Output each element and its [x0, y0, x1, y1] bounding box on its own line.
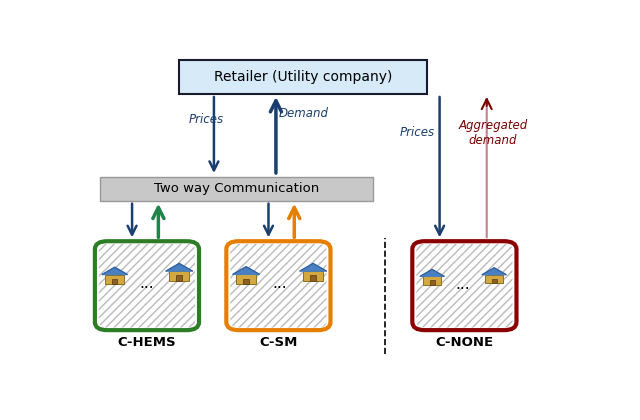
FancyBboxPatch shape — [95, 241, 199, 330]
Bar — [492, 279, 497, 284]
Bar — [177, 276, 182, 281]
Text: Retailer (Utility company): Retailer (Utility company) — [214, 70, 392, 84]
FancyBboxPatch shape — [100, 176, 372, 201]
Text: Two way Communication: Two way Communication — [154, 182, 319, 195]
Text: ...: ... — [273, 276, 287, 291]
Text: C-NONE: C-NONE — [435, 336, 493, 349]
Polygon shape — [233, 267, 259, 274]
Polygon shape — [300, 263, 326, 271]
Polygon shape — [102, 267, 127, 275]
Polygon shape — [420, 269, 444, 276]
Bar — [429, 280, 435, 285]
Text: Aggregated
demand: Aggregated demand — [458, 119, 528, 147]
FancyBboxPatch shape — [412, 241, 516, 330]
FancyBboxPatch shape — [179, 60, 428, 94]
Text: Prices: Prices — [400, 126, 435, 139]
Text: ...: ... — [140, 276, 154, 291]
Bar — [236, 274, 256, 284]
Text: Prices: Prices — [189, 113, 224, 126]
Bar — [485, 275, 503, 284]
Bar — [303, 271, 323, 281]
Bar — [112, 279, 117, 284]
Text: C-HEMS: C-HEMS — [118, 336, 176, 349]
Bar — [169, 271, 189, 281]
Text: Demand: Demand — [278, 107, 328, 120]
Bar — [243, 279, 249, 284]
Polygon shape — [166, 263, 193, 271]
FancyBboxPatch shape — [227, 241, 330, 330]
Bar — [105, 275, 124, 284]
Text: ...: ... — [456, 277, 470, 292]
Bar — [423, 276, 442, 285]
Text: C-SM: C-SM — [259, 336, 298, 349]
Polygon shape — [482, 268, 506, 275]
Bar — [310, 276, 316, 281]
